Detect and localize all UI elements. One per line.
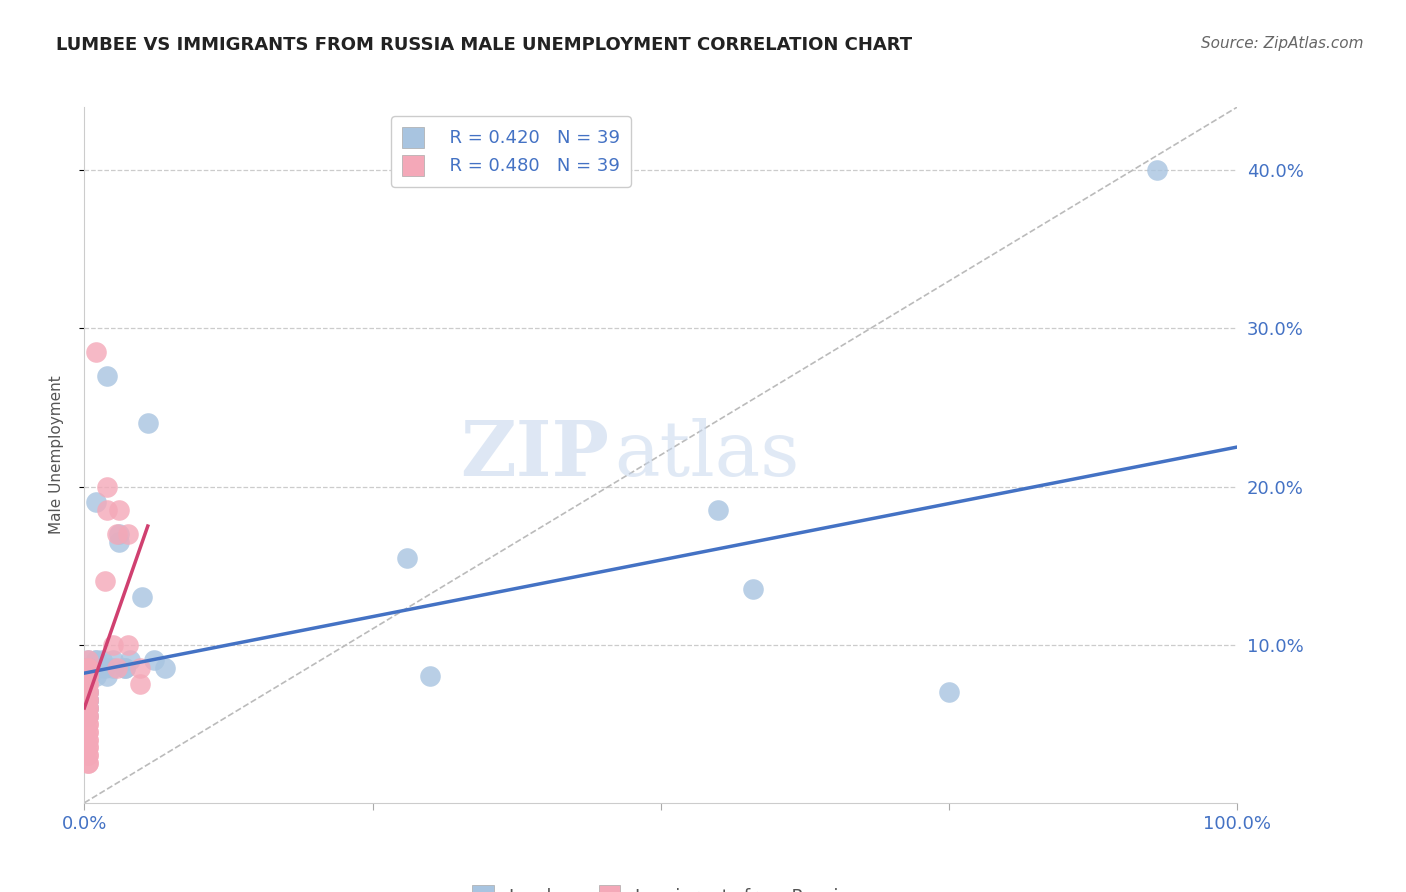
Point [114, 661, 136, 675]
Point [117, 527, 139, 541]
Point [136, 417, 159, 431]
Point [76, 653, 98, 667]
Point [1146, 163, 1168, 178]
Point [76, 669, 98, 683]
Point [142, 653, 165, 667]
Point [120, 653, 142, 667]
Point [108, 534, 131, 549]
Point [76, 653, 98, 667]
Point [76, 740, 98, 755]
Point [79, 669, 101, 683]
Point [707, 503, 730, 517]
Point [108, 503, 131, 517]
Point [76, 685, 98, 699]
Point [128, 677, 150, 691]
Point [76, 716, 98, 731]
Point [108, 527, 131, 541]
Point [76, 661, 98, 675]
Point [103, 661, 125, 675]
Y-axis label: Male Unemployment: Male Unemployment [49, 376, 63, 534]
Point [103, 653, 125, 667]
Point [128, 661, 150, 675]
Point [76, 693, 98, 707]
Text: ZIP: ZIP [460, 418, 609, 491]
Point [76, 677, 98, 691]
Point [76, 701, 98, 715]
Point [76, 677, 98, 691]
Point [76, 661, 98, 675]
Point [76, 724, 98, 739]
Point [76, 732, 98, 747]
Point [96, 669, 118, 683]
Point [84, 653, 107, 667]
Point [76, 685, 98, 699]
Point [76, 685, 98, 699]
Point [76, 693, 98, 707]
Point [76, 693, 98, 707]
Point [76, 748, 98, 763]
Point [938, 685, 960, 699]
Point [83, 661, 105, 675]
Point [76, 701, 98, 715]
Point [76, 669, 98, 683]
Point [84, 345, 107, 359]
Point [105, 661, 128, 675]
Point [90, 653, 112, 667]
Point [76, 701, 98, 715]
Point [94, 661, 117, 675]
Point [76, 708, 98, 723]
Point [131, 591, 153, 605]
Point [742, 582, 765, 597]
Point [76, 732, 98, 747]
Point [94, 574, 117, 589]
Point [76, 708, 98, 723]
Point [96, 479, 118, 493]
Point [103, 638, 125, 652]
Point [76, 661, 98, 675]
Text: LUMBEE VS IMMIGRANTS FROM RUSSIA MALE UNEMPLOYMENT CORRELATION CHART: LUMBEE VS IMMIGRANTS FROM RUSSIA MALE UN… [56, 36, 912, 54]
Point [153, 661, 176, 675]
Point [76, 708, 98, 723]
Point [76, 756, 98, 771]
Point [76, 701, 98, 715]
Point [117, 638, 139, 652]
Legend: Lumbee, Immigrants from Russia: Lumbee, Immigrants from Russia [461, 874, 860, 892]
Point [96, 503, 118, 517]
Point [76, 716, 98, 731]
Point [84, 495, 107, 509]
Point [76, 669, 98, 683]
Point [105, 527, 128, 541]
Point [396, 550, 419, 565]
Point [84, 653, 107, 667]
Point [114, 661, 136, 675]
Point [419, 669, 441, 683]
Point [96, 368, 118, 383]
Point [76, 661, 98, 675]
Point [76, 756, 98, 771]
Text: Source: ZipAtlas.com: Source: ZipAtlas.com [1201, 36, 1364, 51]
Text: atlas: atlas [614, 418, 800, 491]
Point [84, 669, 107, 683]
Point [76, 693, 98, 707]
Point [76, 685, 98, 699]
Point [76, 693, 98, 707]
Point [76, 748, 98, 763]
Point [76, 724, 98, 739]
Point [76, 740, 98, 755]
